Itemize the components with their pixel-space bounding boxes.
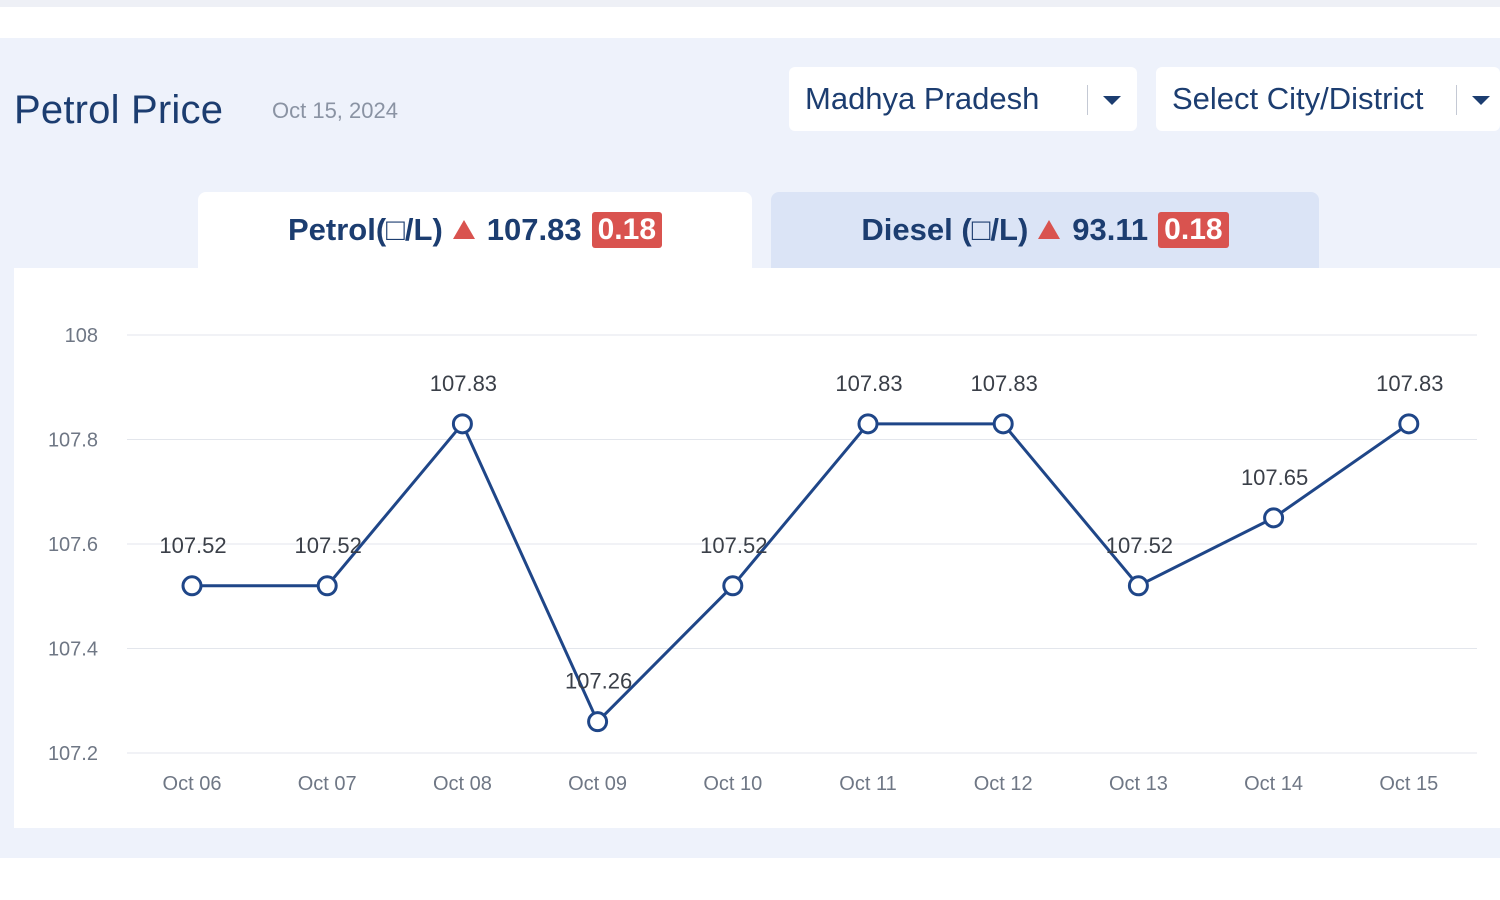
x-tick-label: Oct 09 [568, 773, 627, 795]
triangle-up-icon [1038, 219, 1061, 239]
data-point [451, 413, 473, 435]
page-title: Petrol Price [14, 88, 224, 132]
tab-diesel[interactable]: Diesel (□/L) 93.11 0.18 [771, 192, 1319, 268]
data-label: 107.52 [1106, 533, 1173, 558]
y-tick-label: 107.6 [48, 534, 98, 556]
state-select[interactable]: Madhya Pradesh [789, 67, 1137, 131]
chevron-down-icon[interactable] [1103, 96, 1121, 105]
data-point [722, 575, 744, 597]
data-point [857, 413, 879, 435]
y-tick-label: 108 [65, 325, 98, 347]
state-select-value: Madhya Pradesh [805, 81, 1040, 116]
x-tick-label: Oct 06 [163, 773, 222, 795]
x-tick-label: Oct 07 [298, 773, 357, 795]
x-tick-label: Oct 15 [1379, 773, 1438, 795]
data-point [1398, 413, 1420, 435]
x-tick-label: Oct 10 [703, 773, 762, 795]
data-point [587, 711, 609, 733]
y-tick-label: 107.4 [48, 639, 98, 661]
data-label: 107.65 [1241, 465, 1308, 490]
data-point [992, 413, 1014, 435]
data-label: 107.83 [971, 371, 1038, 396]
price-line-chart: 108 107.8 107.6 107.4 107.2 Oct 06 Oct 07 Oct 0… [48, 325, 1477, 795]
select-divider [1087, 85, 1088, 115]
x-tick-label: Oct 12 [974, 773, 1033, 795]
data-point [316, 575, 338, 597]
tab-petrol-change-badge: 0.18 [591, 212, 662, 248]
chart-card: 108 107.8 107.6 107.4 107.2 Oct 06 Oct 07 Oct 0… [14, 268, 1500, 828]
tab-diesel-price: 93.11 [1072, 212, 1149, 247]
x-tick-label: Oct 14 [1244, 773, 1303, 795]
data-label: 107.26 [565, 669, 632, 694]
data-label: 107.52 [295, 533, 362, 558]
page-date: Oct 15, 2024 [272, 98, 398, 123]
data-label: 107.52 [700, 533, 767, 558]
y-tick-label: 107.2 [48, 743, 98, 765]
city-select-value: Select City/District [1172, 81, 1424, 116]
tab-petrol[interactable]: Petrol(□/L) 107.83 0.18 [198, 192, 752, 268]
tab-diesel-change-badge: 0.18 [1158, 212, 1229, 248]
x-tick-label: Oct 13 [1109, 773, 1168, 795]
data-label: 107.83 [835, 371, 902, 396]
x-tick-label: Oct 08 [433, 773, 492, 795]
data-label: 107.52 [159, 533, 226, 558]
x-tick-label: Oct 11 [839, 773, 896, 795]
tab-petrol-price: 107.83 [486, 212, 582, 247]
data-point [181, 575, 203, 597]
select-divider [1456, 85, 1457, 115]
data-point [1263, 507, 1285, 529]
tab-petrol-label: Petrol(□/L) [288, 212, 443, 247]
city-select[interactable]: Select City/District [1156, 67, 1500, 131]
top-strip [0, 0, 1500, 7]
chevron-down-icon[interactable] [1472, 96, 1490, 105]
triangle-up-icon [452, 219, 475, 239]
series-line [192, 422, 1410, 724]
data-point [1127, 575, 1149, 597]
tab-diesel-label: Diesel (□/L) [861, 212, 1029, 247]
data-label: 107.83 [1376, 371, 1443, 396]
y-tick-label: 107.8 [48, 430, 98, 452]
data-label: 107.83 [430, 371, 497, 396]
